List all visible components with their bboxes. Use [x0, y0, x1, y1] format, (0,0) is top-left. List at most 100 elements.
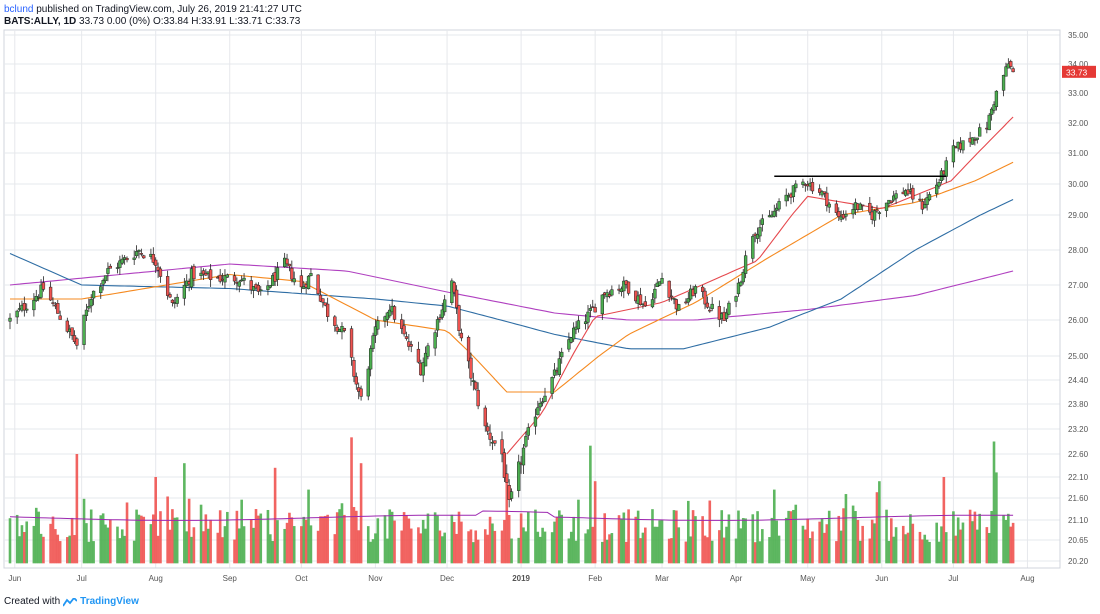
price-tick-label: 23.20 — [1068, 425, 1089, 434]
candle — [249, 275, 253, 295]
candle — [366, 366, 370, 401]
candle-body — [884, 202, 889, 211]
candle — [851, 203, 855, 219]
candle-body — [572, 327, 576, 340]
volume-bar — [761, 529, 764, 564]
candle-body — [56, 303, 60, 314]
candle — [400, 313, 404, 334]
candle-body — [751, 236, 755, 259]
volume-bar — [383, 515, 387, 564]
author-link[interactable]: bclund — [4, 4, 34, 15]
price-tick-label: 35.00 — [1068, 31, 1089, 40]
candle — [751, 234, 755, 263]
volume-bar — [405, 515, 408, 564]
candle-body — [457, 305, 461, 331]
volume-bar — [634, 516, 638, 564]
candle-body — [208, 269, 213, 280]
volume-bar — [183, 463, 186, 564]
candle — [517, 454, 521, 498]
candle-body — [951, 145, 956, 163]
candle — [550, 376, 554, 400]
candle — [660, 272, 664, 284]
volume-bar — [823, 532, 826, 564]
candle — [693, 284, 698, 298]
volume-bar — [526, 511, 530, 564]
candle-body — [120, 258, 124, 264]
candle — [526, 423, 530, 440]
candle — [151, 247, 155, 265]
candle — [543, 387, 547, 403]
volume-bar — [928, 541, 931, 564]
volume-bar — [290, 517, 294, 564]
candle — [454, 285, 459, 314]
volume-bar — [283, 528, 286, 564]
candle — [292, 271, 296, 286]
candle — [309, 268, 313, 277]
candle-body — [860, 204, 865, 207]
volume-bar — [472, 542, 475, 564]
tradingview-brand[interactable]: TradingView — [80, 596, 139, 607]
candle — [259, 286, 263, 296]
candle — [8, 313, 12, 330]
volume-bar — [784, 517, 788, 564]
candle — [918, 193, 922, 202]
volume-bar — [175, 517, 179, 564]
volume-bar — [608, 534, 611, 564]
volume-bar — [620, 519, 623, 564]
candle — [466, 335, 471, 369]
candle-body — [268, 285, 272, 288]
candle — [373, 319, 378, 344]
volume-bar — [503, 519, 506, 564]
volume-bar — [961, 522, 965, 564]
volume-bar — [906, 532, 910, 564]
candle-body — [409, 344, 413, 347]
time-tick-label: Jun — [875, 574, 888, 583]
candle — [758, 219, 762, 243]
candle-body — [975, 137, 979, 140]
volume-bar — [433, 512, 437, 564]
candle-body — [318, 294, 323, 302]
candle-body — [256, 285, 261, 292]
candle-body — [557, 358, 561, 375]
volume-bar — [689, 536, 692, 564]
candle — [975, 137, 979, 144]
volume-bar — [639, 538, 642, 564]
volume-bar — [106, 527, 110, 564]
candle — [755, 227, 760, 244]
volume-bar — [956, 517, 960, 564]
volume-bar — [359, 463, 363, 564]
candle-body — [125, 258, 129, 261]
candle — [440, 302, 444, 320]
volume-bar — [842, 508, 845, 564]
candle-body — [736, 282, 741, 295]
volume-bar — [811, 531, 814, 564]
volume-bar — [292, 526, 296, 564]
volume-bar — [971, 521, 974, 564]
candle — [242, 273, 246, 286]
ma200-line — [9, 263, 1014, 321]
volume-bar — [806, 518, 810, 564]
candle — [643, 296, 647, 307]
candle — [142, 254, 146, 259]
candle-body — [834, 203, 839, 213]
candle-body — [440, 309, 444, 318]
candle-body — [810, 182, 815, 192]
candle — [667, 280, 671, 302]
candle-body — [454, 289, 459, 308]
volume-bar — [135, 509, 138, 564]
volume-bar — [686, 500, 690, 564]
price-tick-label: 30.00 — [1068, 180, 1089, 189]
candle — [118, 255, 122, 275]
candle — [724, 308, 729, 322]
volume-bar — [109, 519, 112, 564]
candle-body — [435, 319, 440, 331]
candle-body — [8, 317, 12, 322]
volume-bar — [218, 510, 222, 564]
candle-body — [466, 336, 471, 362]
volume-bar — [68, 535, 72, 564]
candle-body — [368, 348, 373, 370]
candle-body — [373, 326, 378, 336]
candle-body — [540, 401, 545, 404]
volume-bar — [589, 445, 592, 564]
